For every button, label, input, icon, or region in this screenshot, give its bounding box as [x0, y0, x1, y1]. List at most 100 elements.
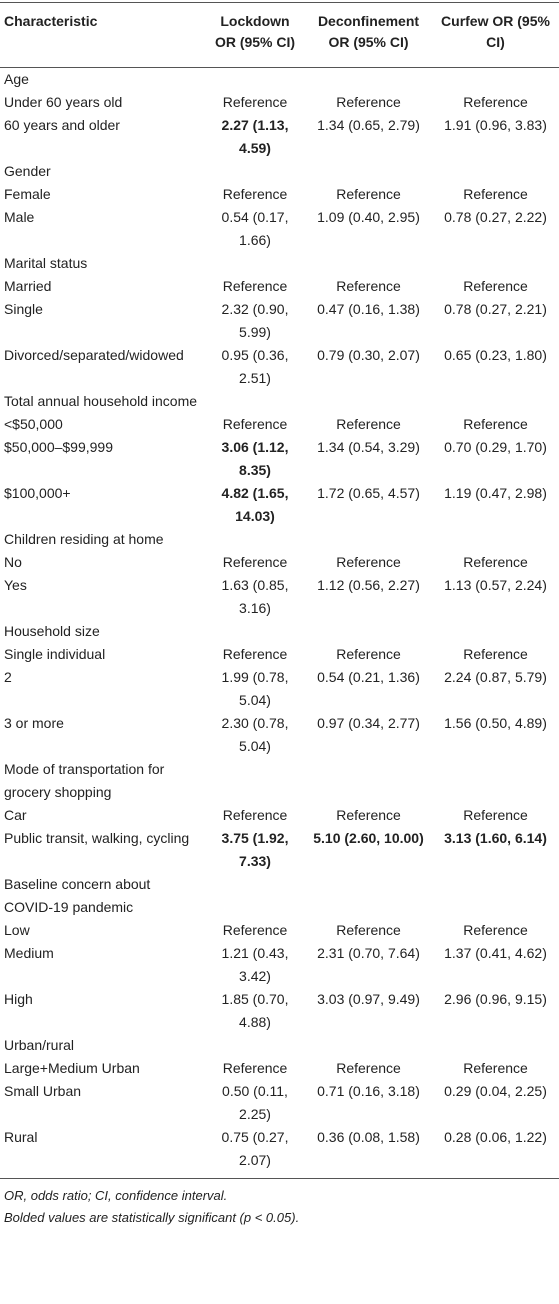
- cell: 5.10 (2.60, 10.00): [313, 830, 424, 846]
- row-label: 60 years and older: [4, 117, 120, 133]
- empty-cell: [432, 758, 559, 804]
- empty-cell: [432, 160, 559, 183]
- data-row: $50,000–$99,999 3.06 (1.12, 8.35) 1.34 (0.…: [0, 436, 559, 482]
- cell: 0.75 (0.27, 2.07): [221, 1129, 289, 1168]
- row-label: Rural: [4, 1129, 38, 1145]
- cell: Reference: [222, 278, 288, 294]
- cell: 2.96 (0.96, 9.15): [444, 991, 547, 1007]
- data-row: Low Reference Reference Reference: [0, 919, 559, 942]
- results-table: Characteristic Lockdown OR (95% CI) Deconf…: [0, 2, 559, 1179]
- empty-cell: [432, 528, 559, 551]
- section-row: Children residing at home: [0, 528, 559, 551]
- footnotes: OR, odds ratio; CI, confidence interval.…: [0, 1179, 559, 1229]
- cell: 3.75 (1.92, 7.33): [221, 830, 289, 869]
- row-label: Mode of transportation for grocery shopp…: [4, 761, 165, 800]
- cell: 1.99 (0.78, 5.04): [221, 669, 289, 708]
- cell: 1.34 (0.54, 3.29): [317, 439, 420, 455]
- row-label: Household size: [4, 623, 100, 639]
- cell: Reference: [463, 646, 528, 662]
- cell: Reference: [336, 922, 401, 938]
- data-row: High 1.85 (0.70, 4.88) 3.03 (0.97, 9.49) 2.…: [0, 988, 559, 1034]
- cell: Reference: [222, 416, 288, 432]
- row-label: Divorced/separated/widowed: [4, 347, 184, 363]
- data-row: Small Urban 0.50 (0.11, 2.25) 0.71 (0.16, …: [0, 1080, 559, 1126]
- cell: 0.78 (0.27, 2.21): [444, 301, 547, 317]
- row-label: Car: [4, 807, 27, 823]
- data-row: Car Reference Reference Reference: [0, 804, 559, 827]
- cell: 1.12 (0.56, 2.27): [317, 577, 420, 593]
- cell: 0.29 (0.04, 2.25): [444, 1083, 547, 1099]
- row-label: $100,000+: [4, 485, 71, 501]
- empty-cell: [432, 873, 559, 919]
- table-body: Age Under 60 years old Reference Reference R…: [0, 68, 559, 1179]
- cell: 2.30 (0.78, 5.04): [221, 715, 289, 754]
- cell: 4.82 (1.65, 14.03): [221, 485, 289, 524]
- data-row: <$50,000 Reference Reference Reference: [0, 413, 559, 436]
- cell: Reference: [463, 278, 528, 294]
- header-row: Characteristic Lockdown OR (95% CI) Deconf…: [0, 2, 559, 68]
- data-row: 60 years and older 2.27 (1.13, 4.59) 1.34 …: [0, 114, 559, 160]
- row-label: Yes: [4, 577, 27, 593]
- empty-cell: [305, 620, 432, 643]
- cell: Reference: [222, 1060, 288, 1076]
- cell: 3.13 (1.60, 6.14): [444, 830, 547, 846]
- cell: 1.72 (0.65, 4.57): [317, 485, 420, 501]
- cell: Reference: [336, 278, 401, 294]
- cell: 0.65 (0.23, 1.80): [444, 347, 547, 363]
- row-label: 2: [4, 669, 12, 685]
- cell: Reference: [463, 416, 528, 432]
- empty-cell: [305, 528, 432, 551]
- row-label: No: [4, 554, 22, 570]
- data-row: Yes 1.63 (0.85, 3.16) 1.12 (0.56, 2.27) 1.1…: [0, 574, 559, 620]
- column-header: Lockdown OR (95% CI): [205, 2, 305, 68]
- section-row: Baseline concern about COVID-19 pandemic: [0, 873, 559, 919]
- cell: 0.36 (0.08, 1.58): [317, 1129, 420, 1145]
- column-header: Deconfinement OR (95% CI): [305, 2, 432, 68]
- cell: 3.06 (1.12, 8.35): [221, 439, 289, 478]
- cell: 1.21 (0.43, 3.42): [221, 945, 289, 984]
- cell: Reference: [463, 807, 528, 823]
- row-label: High: [4, 991, 33, 1007]
- cell: 0.28 (0.06, 1.22): [444, 1129, 547, 1145]
- cell: 1.56 (0.50, 4.89): [444, 715, 547, 731]
- cell: 2.31 (0.70, 7.64): [317, 945, 420, 961]
- row-label: Married: [4, 278, 52, 294]
- empty-cell: [305, 68, 432, 92]
- data-row: Medium 1.21 (0.43, 3.42) 2.31 (0.70, 7.64)…: [0, 942, 559, 988]
- row-label: Low: [4, 922, 30, 938]
- cell: Reference: [463, 1060, 528, 1076]
- cell: Reference: [222, 922, 288, 938]
- table-header: Characteristic Lockdown OR (95% CI) Deconf…: [0, 2, 559, 68]
- cell: Reference: [222, 554, 288, 570]
- empty-cell: [305, 873, 432, 919]
- empty-cell: [205, 68, 305, 92]
- row-label: 3 or more: [4, 715, 64, 731]
- cell: 0.71 (0.16, 3.18): [317, 1083, 420, 1099]
- empty-cell: [205, 620, 305, 643]
- cell: 2.27 (1.13, 4.59): [221, 117, 289, 156]
- empty-cell: [305, 160, 432, 183]
- cell: Reference: [336, 94, 401, 110]
- data-row: Married Reference Reference Reference: [0, 275, 559, 298]
- data-row: $100,000+ 4.82 (1.65, 14.03) 1.72 (0.65, 4…: [0, 482, 559, 528]
- cell: 1.91 (0.96, 3.83): [444, 117, 547, 133]
- cell: Reference: [463, 186, 528, 202]
- row-label: Public transit, walking, cycling: [4, 830, 190, 846]
- row-label: Small Urban: [4, 1083, 82, 1099]
- cell: Reference: [222, 807, 288, 823]
- empty-cell: [305, 252, 432, 275]
- cell: 0.47 (0.16, 1.38): [317, 301, 420, 317]
- cell: Reference: [222, 646, 288, 662]
- section-row: Mode of transportation for grocery shopp…: [0, 758, 559, 804]
- cell: 0.97 (0.34, 2.77): [317, 715, 420, 731]
- empty-cell: [432, 620, 559, 643]
- empty-cell: [305, 390, 432, 413]
- row-label: Gender: [4, 163, 51, 179]
- empty-cell: [305, 1034, 432, 1057]
- cell: 3.03 (0.97, 9.49): [317, 991, 420, 1007]
- row-label: <$50,000: [4, 416, 63, 432]
- empty-cell: [432, 68, 559, 92]
- cell: 0.54 (0.17, 1.66): [221, 209, 289, 248]
- cell: 0.78 (0.27, 2.22): [444, 209, 547, 225]
- cell: Reference: [463, 94, 528, 110]
